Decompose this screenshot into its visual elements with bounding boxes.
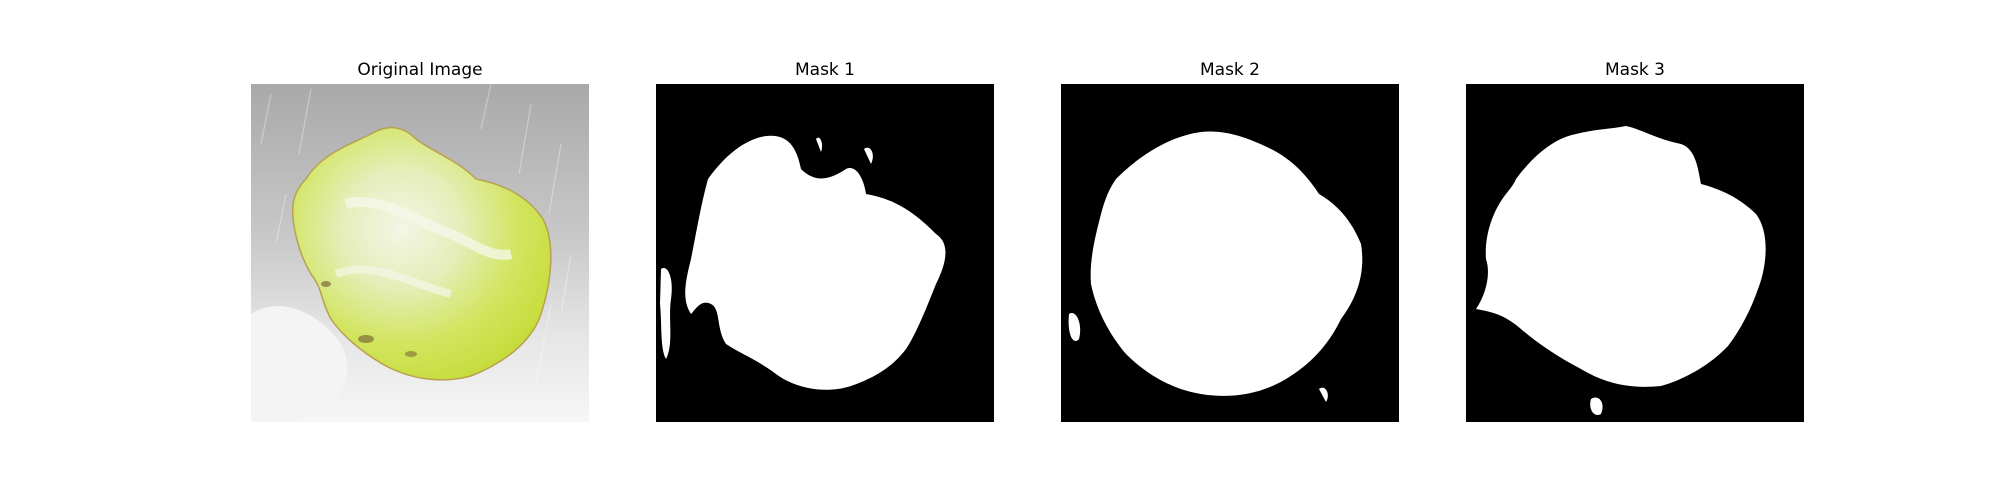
- mask-3-image: [1466, 84, 1804, 422]
- leaf-shape: [291, 126, 552, 381]
- mask-region: [685, 135, 946, 390]
- panel-title: Mask 1: [794, 60, 855, 80]
- mask-region: [1090, 131, 1363, 396]
- mask-region: [1476, 126, 1766, 387]
- mask-fragment: [660, 268, 672, 359]
- mask-fragment: [1319, 387, 1328, 402]
- panel-title: Original Image: [357, 60, 483, 80]
- mask-fragment: [1068, 313, 1081, 342]
- panel-title: Mask 2: [1199, 60, 1260, 80]
- panel-title: Mask 3: [1604, 60, 1665, 80]
- mask-2-image: [1061, 84, 1399, 422]
- mask-fragment: [1590, 397, 1603, 415]
- mask-1-image: [656, 84, 994, 422]
- mask-fragment: [816, 137, 823, 152]
- mask-fragment: [864, 147, 873, 164]
- pale-region: [251, 305, 348, 422]
- original-image: [251, 84, 589, 422]
